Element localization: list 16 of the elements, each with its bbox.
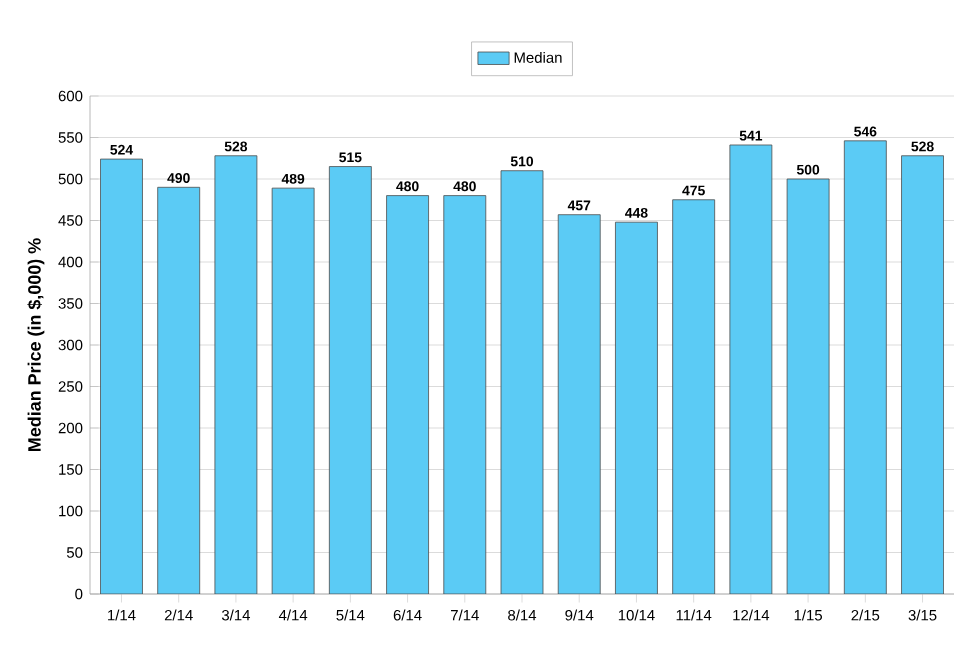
bar	[214, 155, 258, 594]
bar	[328, 166, 372, 594]
y-axis-title: Median Price (in $,000) %	[27, 238, 45, 451]
bar	[500, 170, 544, 594]
bar	[672, 199, 716, 594]
bar	[901, 155, 944, 594]
bar	[386, 195, 429, 594]
bar	[100, 158, 143, 594]
bar	[729, 144, 773, 594]
bar	[615, 221, 658, 594]
bar	[157, 186, 201, 594]
bar	[271, 187, 315, 594]
bar	[843, 140, 887, 594]
bar	[443, 195, 487, 594]
bar	[557, 214, 601, 594]
bar	[786, 178, 830, 594]
